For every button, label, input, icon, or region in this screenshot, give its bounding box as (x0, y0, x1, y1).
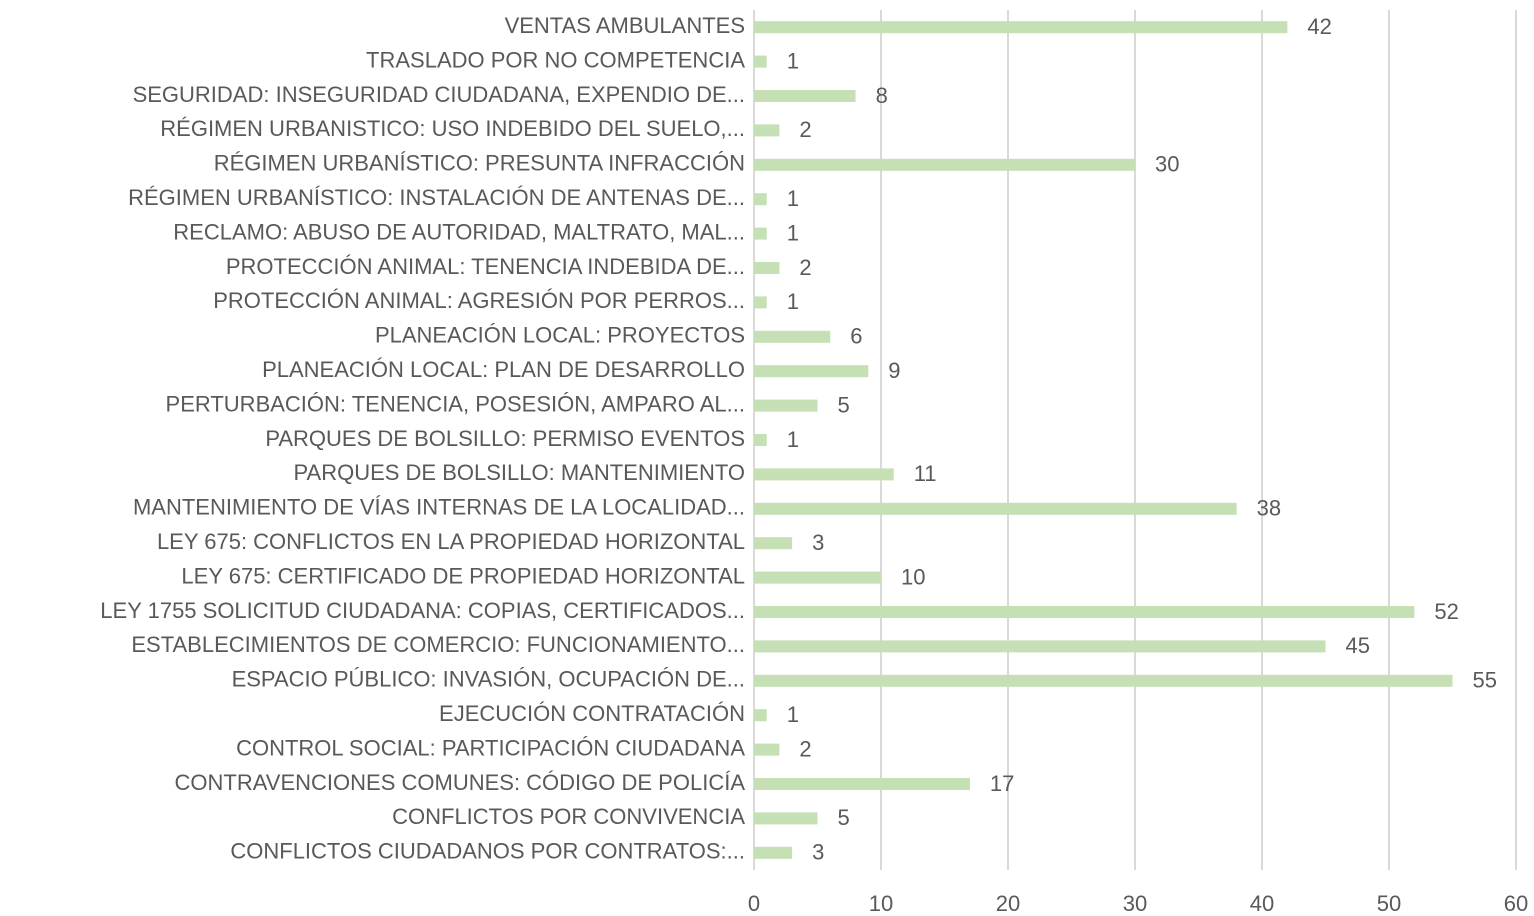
y-tick-label: CONFLICTOS POR CONVIVENCIA (392, 804, 745, 829)
value-label: 45 (1346, 633, 1370, 658)
bar (754, 571, 881, 584)
bar (754, 502, 1237, 515)
value-label: 11 (914, 461, 937, 486)
y-tick-label: PLANEACIÓN LOCAL: PROYECTOS (375, 323, 745, 348)
y-tick-label: ESTABLECIMIENTOS DE COMERCIO: FUNCIONAMI… (131, 632, 745, 657)
value-label: 2 (799, 736, 811, 761)
value-label: 1 (787, 289, 799, 314)
x-tick-label: 0 (748, 891, 760, 916)
y-tick-label: EJECUCIÓN CONTRATACIÓN (439, 701, 745, 726)
value-label: 8 (876, 83, 888, 108)
bar (754, 90, 856, 102)
value-label: 10 (901, 564, 925, 589)
value-label: 17 (990, 771, 1014, 796)
y-tick-label: RÉGIMEN URBANÍSTICO: INSTALACIÓN DE ANTE… (128, 185, 745, 210)
value-label: 1 (787, 702, 799, 727)
y-tick-label: CONTROL SOCIAL: PARTICIPACIÓN CIUDADANA (236, 735, 745, 760)
y-tick-label: LEY 675: CERTIFICADO DE PROPIEDAD HORIZO… (181, 563, 745, 588)
value-label: 55 (1473, 668, 1497, 693)
bar (754, 434, 767, 446)
value-label: 1 (787, 427, 799, 452)
bar (754, 227, 767, 240)
y-tick-label: MANTENIMIENTO DE VÍAS INTERNAS DE LA LOC… (133, 495, 745, 520)
value-label: 1 (787, 220, 799, 245)
bar (754, 296, 767, 309)
bar (754, 640, 1326, 653)
y-tick-label: ESPACIO PÚBLICO: INVASIÓN, OCUPACIÓN DE.… (232, 667, 745, 692)
value-label: 42 (1307, 14, 1331, 39)
bar (754, 399, 818, 412)
bar (754, 21, 1288, 34)
y-tick-label: RÉGIMEN URBANÍSTICO: PRESUNTA INFRACCIÓN (214, 151, 745, 176)
value-label: 1 (787, 186, 799, 211)
value-label: 5 (838, 805, 850, 830)
bar (754, 193, 767, 206)
y-tick-label: VENTAS AMBULANTES (505, 13, 745, 38)
bar (754, 812, 818, 825)
bar (754, 743, 780, 756)
y-tick-label: RÉGIMEN URBANISTICO: USO INDEBIDO DEL SU… (160, 116, 745, 141)
bar (754, 846, 793, 859)
value-label: 6 (850, 324, 862, 349)
x-tick-label: 30 (1123, 891, 1147, 916)
y-tick-label: PARQUES DE BOLSILLO: MANTENIMIENTO (293, 460, 745, 485)
y-tick-label: PROTECCIÓN ANIMAL: TENENCIA INDEBIDA DE.… (226, 254, 745, 279)
y-tick-label: CONTRAVENCIONES COMUNES: CÓDIGO DE POLIC… (175, 770, 746, 795)
y-tick-label: LEY 675: CONFLICTOS EN LA PROPIEDAD HORI… (157, 529, 745, 554)
value-label: 9 (888, 358, 900, 383)
y-tick-label: PROTECCIÓN ANIMAL: AGRESIÓN POR PERROS..… (213, 288, 745, 313)
bar (754, 262, 780, 274)
bar (754, 537, 793, 550)
value-label: 5 (838, 392, 850, 417)
y-tick-label: PERTURBACIÓN: TENENCIA, POSESIÓN, AMPARO… (166, 391, 745, 416)
value-label: 2 (799, 255, 811, 280)
y-tick-label: PLANEACIÓN LOCAL: PLAN DE DESARROLLO (262, 357, 745, 382)
x-tick-label: 20 (996, 891, 1020, 916)
y-tick-label: SEGURIDAD: INSEGURIDAD CIUDADANA, EXPEND… (133, 82, 745, 107)
x-tick-label: 10 (869, 891, 893, 916)
y-tick-label: CONFLICTOS CIUDADANOS POR CONTRATOS:... (230, 839, 745, 864)
value-label: 2 (799, 117, 811, 142)
value-label: 3 (812, 840, 824, 865)
bar (754, 674, 1453, 687)
bar (754, 778, 970, 790)
bar (754, 158, 1135, 171)
bar (754, 468, 894, 481)
bar (754, 330, 831, 343)
x-tick-label: 40 (1250, 891, 1274, 916)
y-tick-label: LEY 1755 SOLICITUD CIUDADANA: COPIAS, CE… (100, 598, 745, 623)
bar (754, 124, 780, 137)
bar (754, 55, 767, 68)
bar (754, 709, 767, 722)
x-tick-label: 60 (1504, 891, 1528, 916)
value-label: 3 (812, 530, 824, 555)
y-tick-label: RECLAMO: ABUSO DE AUTORIDAD, MALTRATO, M… (173, 219, 745, 244)
bar (754, 606, 1415, 618)
x-tick-label: 50 (1377, 891, 1401, 916)
value-label: 30 (1155, 152, 1179, 177)
value-label: 38 (1257, 496, 1281, 521)
value-label: 1 (787, 48, 799, 73)
y-tick-label: PARQUES DE BOLSILLO: PERMISO EVENTOS (265, 426, 745, 451)
bar (754, 365, 869, 378)
value-label: 52 (1434, 599, 1458, 624)
y-tick-label: TRASLADO POR NO COMPETENCIA (366, 47, 745, 72)
